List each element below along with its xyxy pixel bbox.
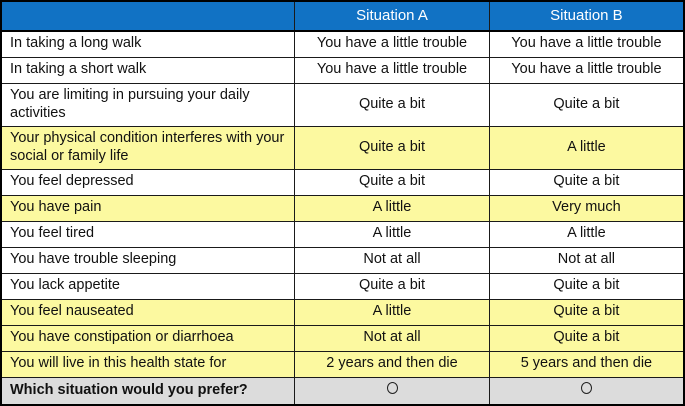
preference-cell-a: [294, 376, 490, 406]
situation-a-value: You have a little trouble: [294, 56, 490, 84]
table-row: You are limiting in pursuing your daily …: [0, 82, 685, 127]
situation-a-radio[interactable]: [386, 381, 398, 394]
row-label: You will live in this health state for: [0, 350, 296, 378]
row-label: You feel depressed: [0, 168, 296, 196]
situation-a-value: Quite a bit: [294, 125, 490, 170]
situation-a-value: Quite a bit: [294, 82, 490, 127]
table-row: You feel nauseated A little Quite a bit: [0, 298, 685, 326]
row-label: In taking a long walk: [0, 30, 296, 58]
preference-question: Which situation would you prefer?: [0, 376, 296, 406]
table-row: You lack appetite Quite a bit Quite a bi…: [0, 272, 685, 300]
situation-a-value: A little: [294, 298, 490, 326]
situation-b-value: Quite a bit: [488, 82, 685, 127]
situation-a-value: Not at all: [294, 246, 490, 274]
situation-a-value: You have a little trouble: [294, 30, 490, 58]
table-row: You feel tired A little A little: [0, 220, 685, 248]
header-row: Situation A Situation B: [0, 0, 685, 32]
row-label: Your physical condition interferes with …: [0, 125, 296, 170]
table-row: You feel depressed Quite a bit Quite a b…: [0, 168, 685, 196]
table-row: In taking a short walk You have a little…: [0, 56, 685, 84]
situation-b-value: A little: [488, 220, 685, 248]
situation-b-radio[interactable]: [580, 381, 592, 394]
situation-a-value: Not at all: [294, 324, 490, 352]
row-label: You are limiting in pursuing your daily …: [0, 82, 296, 127]
situation-b-value: Not at all: [488, 246, 685, 274]
situation-b-value: A little: [488, 125, 685, 170]
table-row: You have constipation or diarrhoea Not a…: [0, 324, 685, 352]
situation-a-value: 2 years and then die: [294, 350, 490, 378]
situation-b-value: You have a little trouble: [488, 56, 685, 84]
preference-row: Which situation would you prefer?: [0, 376, 685, 406]
situation-b-value: Very much: [488, 194, 685, 222]
situation-a-value: Quite a bit: [294, 272, 490, 300]
header-empty-cell: [0, 0, 296, 32]
table-row: You have pain A little Very much: [0, 194, 685, 222]
header-situation-b: Situation B: [488, 0, 685, 32]
table-row: Your physical condition interferes with …: [0, 125, 685, 170]
row-label: You feel nauseated: [0, 298, 296, 326]
situation-a-value: Quite a bit: [294, 168, 490, 196]
situation-a-value: A little: [294, 194, 490, 222]
table-row: You have trouble sleeping Not at all Not…: [0, 246, 685, 274]
row-label: You have pain: [0, 194, 296, 222]
row-label: You feel tired: [0, 220, 296, 248]
header-situation-a: Situation A: [294, 0, 490, 32]
situation-b-value: Quite a bit: [488, 298, 685, 326]
row-label: You lack appetite: [0, 272, 296, 300]
situation-a-value: A little: [294, 220, 490, 248]
row-label: You have constipation or diarrhoea: [0, 324, 296, 352]
situation-b-value: Quite a bit: [488, 168, 685, 196]
preference-cell-b: [488, 376, 685, 406]
situation-b-value: Quite a bit: [488, 272, 685, 300]
row-label: In taking a short walk: [0, 56, 296, 84]
table-row: You will live in this health state for 2…: [0, 350, 685, 378]
table-row: In taking a long walk You have a little …: [0, 30, 685, 58]
situation-b-value: Quite a bit: [488, 324, 685, 352]
situation-b-value: 5 years and then die: [488, 350, 685, 378]
row-label: You have trouble sleeping: [0, 246, 296, 274]
situation-b-value: You have a little trouble: [488, 30, 685, 58]
